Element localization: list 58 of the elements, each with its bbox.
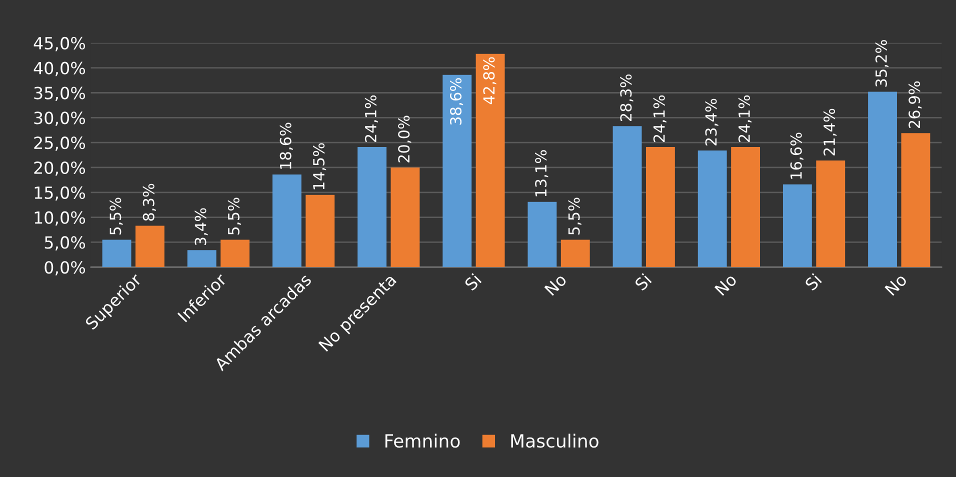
y-tick-label: 25,0% <box>34 136 86 151</box>
data-label: 21,4% <box>824 108 837 156</box>
bar <box>782 184 812 268</box>
y-tick-label: 35,0% <box>34 86 86 102</box>
data-label: 16,6% <box>790 132 804 179</box>
x-tick-label: No <box>544 272 568 296</box>
bar <box>390 167 420 268</box>
bar <box>102 240 132 268</box>
x-tick-label: Si <box>634 273 652 292</box>
data-label: 5,5% <box>228 198 242 235</box>
y-tick-label: 45,0% <box>34 36 86 52</box>
y-tick-label: 20,0% <box>34 161 86 176</box>
bar <box>476 54 505 268</box>
y-tick-label: 10,0% <box>34 211 86 226</box>
data-label: 5,5% <box>568 198 582 235</box>
bar <box>901 133 930 268</box>
data-label: 8,3% <box>142 184 156 221</box>
x-tick-label: No <box>884 272 908 296</box>
data-label: 20,0% <box>398 116 412 162</box>
bar <box>560 240 590 268</box>
bar <box>528 202 557 268</box>
bar <box>442 74 472 268</box>
data-label: 3,4% <box>194 208 208 246</box>
data-label: 26,9% <box>908 81 922 128</box>
data-label: 24,1% <box>653 95 666 142</box>
bar <box>731 147 760 268</box>
legend-label: Femnino <box>385 434 460 448</box>
data-label: 42,8% <box>483 57 496 104</box>
data-label: 23,4% <box>705 98 718 146</box>
bar <box>698 150 727 268</box>
y-tick-label: 15,0% <box>34 186 86 201</box>
bar <box>612 126 642 268</box>
x-tick-label: Si <box>464 273 482 292</box>
bar <box>272 174 302 268</box>
y-tick-label: 40,0% <box>34 62 86 76</box>
data-label: 13,1% <box>535 150 548 196</box>
x-tick-label: No <box>714 272 738 296</box>
bar <box>187 250 216 268</box>
bar <box>358 147 386 268</box>
data-label: 24,1% <box>738 95 752 142</box>
bar <box>816 160 846 268</box>
data-label: 28,3% <box>620 74 634 122</box>
data-label: 18,6% <box>280 122 293 169</box>
data-label: 14,5% <box>313 143 326 190</box>
y-tick-label: 5,0% <box>44 236 86 250</box>
bar <box>306 194 335 268</box>
data-label: 24,1% <box>364 95 378 142</box>
data-label: 5,5% <box>110 198 123 235</box>
data-label: 38,6% <box>450 78 464 125</box>
y-tick-label: 30,0% <box>34 112 86 126</box>
bar <box>868 92 897 268</box>
x-tick-label: Si <box>804 273 822 292</box>
legend-label: Masculino <box>511 434 598 448</box>
y-tick-label: 0,0% <box>44 261 86 276</box>
bar <box>220 240 250 268</box>
bar <box>646 147 675 268</box>
data-label: 35,2% <box>875 40 889 87</box>
bar <box>135 226 164 268</box>
